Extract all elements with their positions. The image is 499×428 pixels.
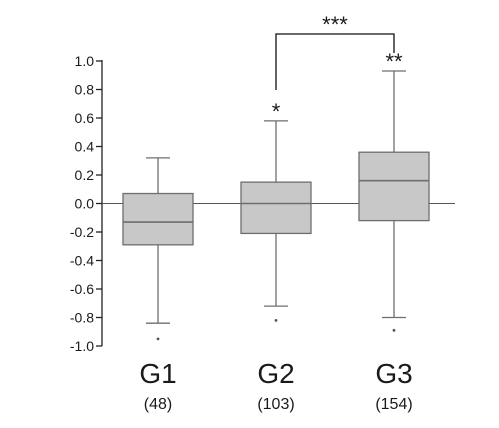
iqr-box bbox=[358, 151, 430, 222]
y-tick-label: 0.4 bbox=[75, 139, 95, 155]
iqr-box bbox=[122, 192, 194, 246]
x-group-label: G2 bbox=[257, 358, 294, 389]
comparison-significance-label: *** bbox=[322, 12, 348, 37]
box-group-g3: ** bbox=[358, 49, 430, 332]
y-tick-label: -0.8 bbox=[70, 310, 94, 326]
y-tick-label: -0.4 bbox=[70, 253, 94, 269]
outlier-point bbox=[156, 337, 160, 341]
box-series: *** bbox=[122, 49, 430, 341]
y-tick-label: 0.0 bbox=[75, 196, 95, 212]
x-group-count: (103) bbox=[257, 396, 294, 413]
y-tick-label: 0.6 bbox=[75, 110, 95, 126]
significance-marker: * bbox=[272, 99, 281, 124]
outlier-point bbox=[392, 328, 396, 332]
y-tick-label: -0.6 bbox=[70, 281, 94, 297]
box-group-g1 bbox=[122, 157, 194, 341]
x-group-label: G1 bbox=[139, 358, 176, 389]
comparison-bracket-line bbox=[275, 33, 395, 90]
x-group-label: G3 bbox=[375, 358, 412, 389]
iqr-box bbox=[240, 181, 312, 235]
significance-marker: ** bbox=[385, 49, 403, 74]
x-axis-labels: G1 (48) G2 (103) G3 (154) bbox=[139, 358, 412, 413]
outlier-point bbox=[274, 318, 278, 322]
x-group-count: (48) bbox=[144, 396, 172, 413]
y-tick-label: -1.0 bbox=[70, 338, 94, 354]
y-tick-label: 0.2 bbox=[75, 167, 95, 183]
y-tick-label: -0.2 bbox=[70, 224, 94, 240]
comparison-bracket: *** bbox=[275, 12, 395, 90]
box-group-g2: * bbox=[240, 99, 312, 322]
y-axis: 1.0 0.8 0.6 0.4 0.2 0.0 -0.2 -0.4 -0.6 -0.8 -1.0 bbox=[70, 53, 103, 354]
y-tick-label: 1.0 bbox=[75, 53, 95, 69]
x-group-count: (154) bbox=[375, 396, 412, 413]
y-tick-label: 0.8 bbox=[75, 82, 95, 98]
